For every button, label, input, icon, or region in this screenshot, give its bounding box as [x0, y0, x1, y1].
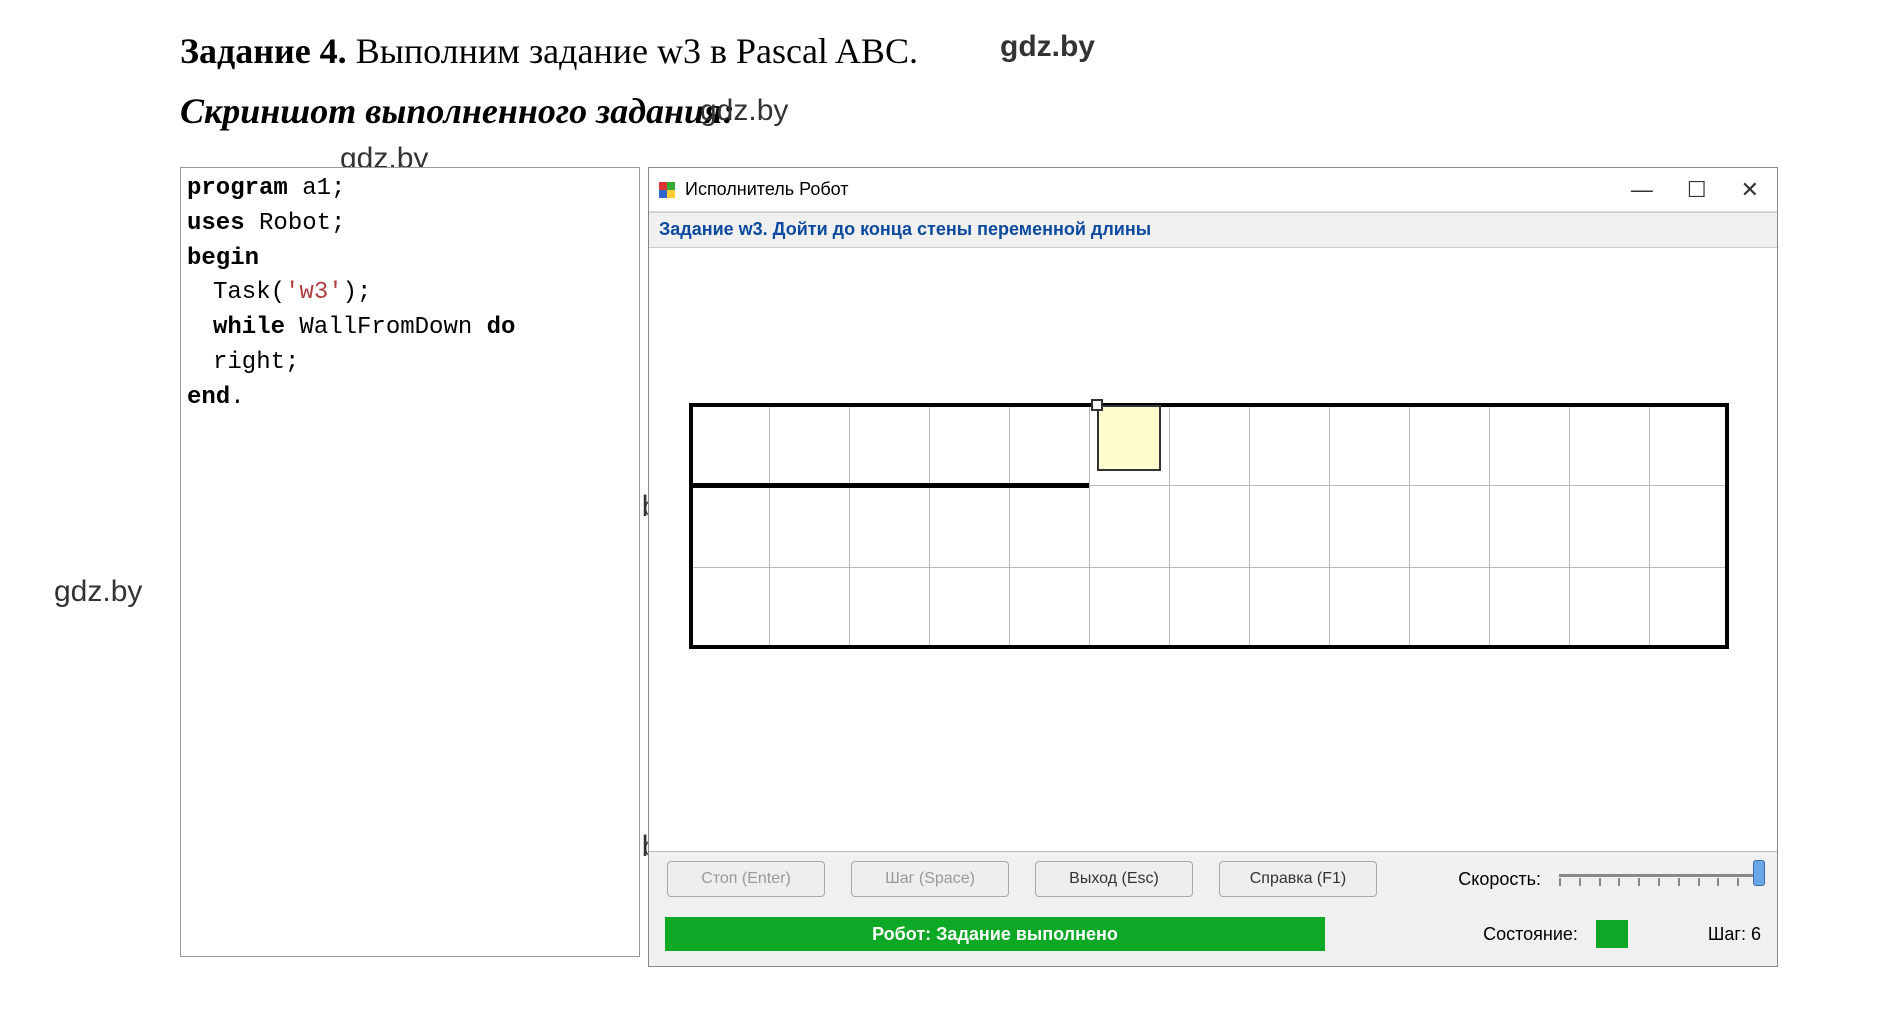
task-description: Задание w3. Дойти до конца стены перемен…: [649, 212, 1777, 248]
control-row: Стоп (Enter) Шаг (Space) Выход (Esc) Спр…: [649, 852, 1777, 906]
code-editor[interactable]: program a1; uses Robot; begin Task('w3')…: [180, 167, 640, 957]
code-line: begin: [187, 242, 633, 277]
state-indicator: [1596, 920, 1628, 948]
speed-slider[interactable]: [1559, 864, 1759, 894]
minimize-button[interactable]: —: [1631, 177, 1653, 203]
code-line: uses Robot;: [187, 207, 633, 242]
task-heading: Задание 4. Выполним задание w3 в Pascal …: [180, 30, 918, 72]
step-button[interactable]: Шаг (Space): [851, 861, 1009, 897]
code-line: program a1;: [187, 172, 633, 207]
robot-cell: [1097, 405, 1161, 471]
title-bar: Исполнитель Робот — ☐ ✕: [649, 168, 1777, 212]
watermark: gdz.by: [700, 94, 788, 128]
subtitle: Скриншот выполненного задания:: [180, 90, 735, 132]
status-row: Робот: Задание выполнено Состояние: Шаг:…: [649, 906, 1777, 962]
window-controls: — ☐ ✕: [1631, 177, 1769, 203]
speed-area: Скорость:: [1458, 864, 1759, 894]
slider-thumb[interactable]: [1753, 860, 1765, 886]
watermark: gdz.by: [54, 575, 142, 609]
stop-button[interactable]: Стоп (Enter): [667, 861, 825, 897]
watermark: gdz.by: [1000, 30, 1095, 64]
code-line: Task('w3');: [187, 276, 633, 311]
maximize-button[interactable]: ☐: [1687, 177, 1707, 203]
task-label: Задание 4.: [180, 31, 347, 71]
task-text: Выполним задание w3 в Pascal ABC.: [347, 31, 918, 71]
step-counter: Шаг: 6: [1708, 924, 1761, 945]
status-bar: Робот: Задание выполнено: [665, 917, 1325, 951]
title-left: Исполнитель Робот: [657, 179, 849, 200]
code-line: end.: [187, 381, 633, 416]
robot-window: Исполнитель Робот — ☐ ✕ Задание w3. Дойт…: [648, 167, 1778, 967]
close-button[interactable]: ✕: [1741, 177, 1759, 203]
speed-label: Скорость:: [1458, 869, 1541, 890]
code-line: right;: [187, 346, 633, 381]
state-label: Состояние:: [1483, 924, 1578, 945]
bottom-bar: Стоп (Enter) Шаг (Space) Выход (Esc) Спр…: [649, 851, 1777, 966]
help-button[interactable]: Справка (F1): [1219, 861, 1377, 897]
robot-grid: [689, 403, 1729, 649]
canvas-area: [649, 248, 1777, 851]
app-icon: [657, 180, 677, 200]
exit-button[interactable]: Выход (Esc): [1035, 861, 1193, 897]
window-title: Исполнитель Робот: [685, 179, 849, 200]
code-line: while WallFromDown do: [187, 311, 633, 346]
